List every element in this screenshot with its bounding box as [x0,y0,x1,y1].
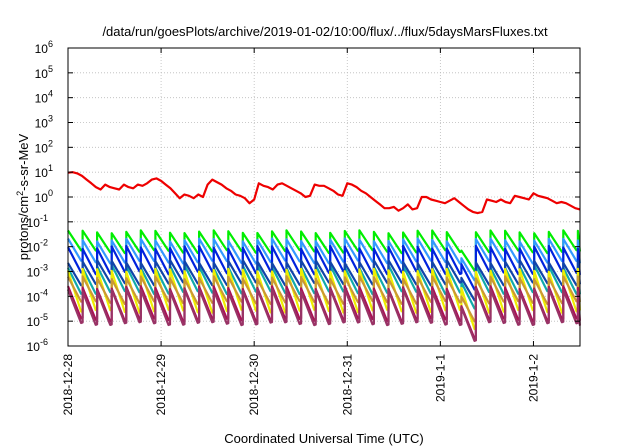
x-tick-label: 2019-1-1 [433,354,447,402]
x-axis-ticks: 2018-12-28 2018-12-29 2018-12-30 2018-12-31… [61,48,540,415]
y-tick-label: 10-4 [27,287,48,304]
x-tick-label: 2018-12-30 [247,354,261,416]
x-tick-label: 2018-12-28 [61,354,75,416]
x-axis-label: Coordinated Universal Time (UTC) [224,431,423,446]
y-axis-label: protons/cm2-s-sr-MeV [15,133,31,260]
x-tick-label: 2018-12-31 [340,354,354,416]
y-tick-label: 101 [35,163,53,180]
y-tick-label: 100 [35,188,53,205]
y-tick-label: 10-5 [27,312,48,329]
series-layer [66,171,582,342]
y-tick-label: 10-3 [27,263,48,280]
x-tick-label: 2018-12-29 [154,354,168,416]
y-tick-label: 105 [35,64,53,81]
y-tick-label: 103 [35,114,53,131]
y-tick-label: 106 [35,39,53,56]
y-tick-label: 10-2 [27,238,48,255]
series-line-1 [67,171,581,215]
series-line-10 [66,287,582,342]
y-tick-label: 10-6 [27,337,48,354]
y-tick-label: 10-1 [27,213,48,230]
y-tick-label: 102 [35,138,53,155]
y-tick-label: 104 [35,89,53,106]
y-axis-ticks: 10-6 10-5 10-4 10-3 10-2 10-1 100 101 102 103 104 1… [27,39,580,354]
chart-title: /data/run/goesPlots/archive/2019-01-02/1… [102,24,548,39]
x-tick-label: 2019-1-2 [526,354,540,402]
